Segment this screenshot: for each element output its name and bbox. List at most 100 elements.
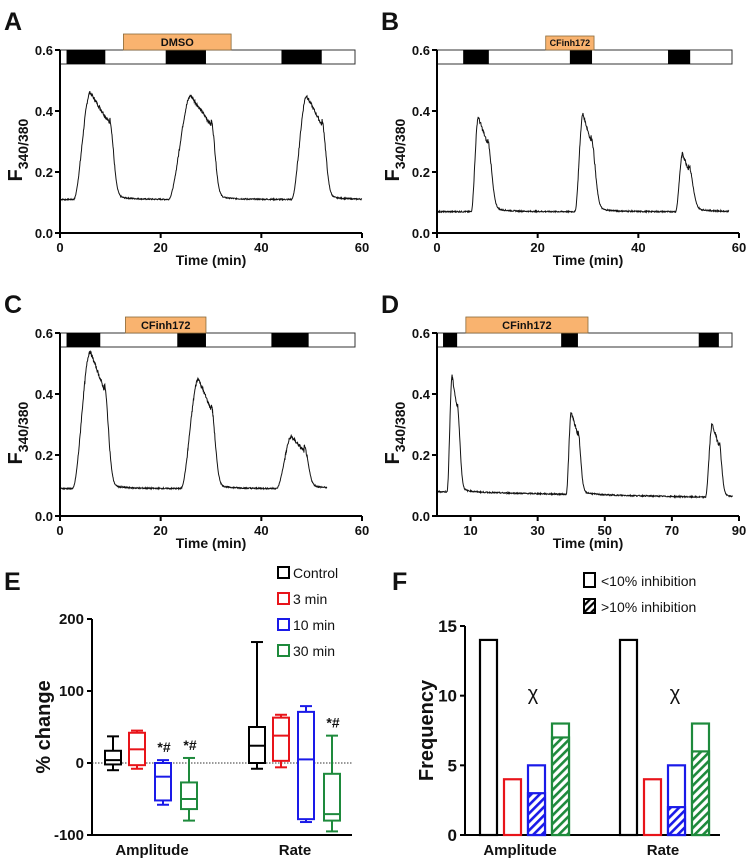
bar-inhibited-hatched xyxy=(550,736,571,837)
y-axis-label: % change xyxy=(33,680,55,773)
box-3-min xyxy=(272,713,290,769)
bar-control xyxy=(618,638,639,837)
panel-label: B xyxy=(381,8,399,36)
x-tick-label: 50 xyxy=(598,523,612,538)
bar-30-min xyxy=(690,722,711,837)
panel-label: E xyxy=(4,568,21,596)
legend-swatch-open xyxy=(583,572,596,588)
stimulus-period xyxy=(443,333,458,347)
y-axis-label-main: F xyxy=(5,169,27,181)
panel-label: A xyxy=(4,8,22,36)
bar-total xyxy=(502,778,523,837)
panel-label: F xyxy=(392,568,407,596)
stimulus-period xyxy=(281,50,322,64)
x-tick-label: 10 xyxy=(463,523,477,538)
y-tick-label: 0 xyxy=(76,755,84,772)
box-10-min: *# xyxy=(154,739,172,806)
y-tick-label: 0.0 xyxy=(412,509,430,524)
y-tick-label: 0.4 xyxy=(412,387,431,402)
panel-a: A DMSO 0.0 0.2 0.4 0.6 0 20 40 60 Time (min) F340/3… xyxy=(4,8,369,268)
calcium-trace xyxy=(436,374,733,499)
bar-3-min xyxy=(642,778,663,837)
panel-f: F 0 5 10 15 Frequency Amplitude χ Rate χ <10% inhi… xyxy=(392,568,720,859)
treatment-box xyxy=(465,316,589,334)
legend-label: 10 min xyxy=(293,617,335,633)
y-axis-label-sub: 340/380 xyxy=(392,401,408,452)
iqr-box xyxy=(323,772,341,822)
box-30-min: *# xyxy=(180,737,198,822)
legend-swatch-hatched xyxy=(583,598,596,614)
bar-total xyxy=(618,638,639,837)
box-3-min xyxy=(128,729,146,770)
y-tick-label: 0.6 xyxy=(412,326,430,341)
y-tick-label: 0.2 xyxy=(35,165,53,180)
x-tick-label: 0 xyxy=(433,240,440,255)
panel-c: C CFinh172 0.0 0.2 0.4 0.6 0 20 40 60 Time (min) F3… xyxy=(4,291,369,551)
x-tick-label: 90 xyxy=(732,523,746,538)
stimulus-period xyxy=(177,333,206,347)
chi-square-marker: χ xyxy=(670,683,681,705)
y-tick-label: 0.6 xyxy=(35,43,53,58)
bar-3-min xyxy=(502,778,523,837)
x-tick-label: 60 xyxy=(355,523,369,538)
legend-label: Control xyxy=(293,565,338,581)
significance-marker: *# xyxy=(183,737,196,753)
legend-label: 30 min xyxy=(293,643,335,659)
x-axis-label: Time (min) xyxy=(176,252,247,268)
y-axis-label-main: F xyxy=(5,452,27,464)
bar-control xyxy=(478,638,499,837)
panel-label: C xyxy=(4,291,22,319)
box-control xyxy=(248,641,266,770)
y-axis-label-sub: 340/380 xyxy=(392,118,408,169)
legend-swatch xyxy=(277,618,290,631)
protocol-bar xyxy=(436,332,733,348)
legend-label: <10% inhibition xyxy=(601,573,696,589)
y-tick-label: 0.6 xyxy=(35,326,53,341)
treatment-label: CFinh172 xyxy=(502,320,552,332)
y-axis-label: Frequency xyxy=(416,679,438,781)
stimulus-period xyxy=(463,50,489,64)
x-tick-label: 60 xyxy=(355,240,369,255)
bar-total xyxy=(478,638,499,837)
bar-10-min xyxy=(526,764,547,837)
x-tick-label: 20 xyxy=(153,240,167,255)
y-tick-label: -100 xyxy=(54,827,84,844)
y-axis-label: F340/380 xyxy=(5,401,31,464)
bar-10-min xyxy=(666,764,687,837)
box-10-min xyxy=(297,705,315,824)
y-axis-label-sub: 340/380 xyxy=(15,401,31,452)
legend-swatch xyxy=(277,644,290,657)
y-axis-label: F340/380 xyxy=(5,118,31,181)
x-tick-label: 40 xyxy=(631,240,645,255)
calcium-trace xyxy=(436,112,730,214)
x-category-label: Amplitude xyxy=(115,842,188,859)
panel-b: B CFinh172 0.0 0.2 0.4 0.6 0 20 40 60 Time (min) F3… xyxy=(381,8,746,268)
y-tick-label: 15 xyxy=(438,617,457,636)
y-tick-label: 0.4 xyxy=(35,387,54,402)
x-tick-label: 40 xyxy=(254,523,268,538)
y-tick-label: 0.2 xyxy=(412,165,430,180)
y-axis-label: F340/380 xyxy=(382,118,408,181)
x-axis-label: Time (min) xyxy=(553,252,624,268)
x-category-label: Amplitude xyxy=(483,842,556,859)
stimulus-period xyxy=(165,50,206,64)
treatment-label: CFinh172 xyxy=(550,38,591,48)
stimulus-period xyxy=(271,333,309,347)
legend-swatch xyxy=(277,592,290,605)
treatment-box xyxy=(125,316,207,334)
x-axis-label: Time (min) xyxy=(553,535,624,551)
stimulus-period xyxy=(698,333,719,347)
treatment-box xyxy=(545,35,595,51)
box-30-min: *# xyxy=(323,715,341,833)
treatment-label: DMSO xyxy=(161,37,194,49)
significance-marker: *# xyxy=(157,739,170,755)
panel-e: E -100 0 100 200 % change Amplitude Rate Control… xyxy=(4,565,352,859)
box-control xyxy=(104,735,122,772)
y-axis-label: F340/380 xyxy=(382,401,408,464)
y-tick-label: 5 xyxy=(448,756,457,775)
bar-30-min xyxy=(550,722,571,837)
y-tick-label: 0.0 xyxy=(35,509,53,524)
x-tick-label: 30 xyxy=(530,523,544,538)
protocol-bar xyxy=(59,332,356,348)
legend-label: 3 min xyxy=(293,591,327,607)
